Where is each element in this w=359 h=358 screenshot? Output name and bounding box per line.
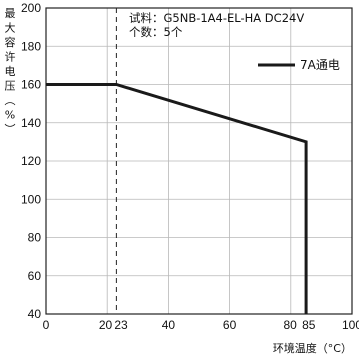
y-label-char: % <box>5 109 15 122</box>
x-tick-100: 100 <box>342 318 359 332</box>
annotation-line-2: 个数：5个 <box>129 25 183 39</box>
x-tick-40: 40 <box>162 318 176 332</box>
x-tick-60: 60 <box>223 318 237 332</box>
y-tick-40: 40 <box>28 307 42 321</box>
y-label-char: 压 <box>5 80 16 93</box>
y-label-char: ︵ <box>5 94 16 107</box>
y-tick-80: 80 <box>28 231 42 245</box>
x-tick-23: 23 <box>114 318 128 332</box>
annotation-line-1: 试料：G5NB-1A4-EL-HA DC24V <box>129 11 304 25</box>
y-tick-100: 100 <box>21 192 41 206</box>
x-tick-0: 0 <box>43 318 50 332</box>
x-axis-label: 环境温度（°C） <box>273 341 352 355</box>
legend: 7A通电 <box>258 58 340 72</box>
grid-lines <box>46 8 352 314</box>
y-tick-160: 160 <box>21 78 41 92</box>
x-tick-85: 85 <box>302 318 316 332</box>
y-label-char: 容 <box>5 35 16 49</box>
y-label-char: ︶ <box>5 123 16 136</box>
y-label-char: 电 <box>5 65 16 78</box>
y-label-char: 许 <box>5 51 16 64</box>
y-tick-120: 120 <box>21 154 41 168</box>
series-group <box>45 83 308 315</box>
y-tick-60: 60 <box>28 269 42 283</box>
y-tick-200: 200 <box>21 1 41 15</box>
y-label-char: 最 <box>5 7 16 20</box>
series-line-1 <box>46 83 308 314</box>
x-tick-80: 80 <box>283 318 297 332</box>
plot-frame <box>45 7 353 315</box>
x-tick-20: 20 <box>99 318 113 332</box>
x-tick-labels: 0 20 23 40 60 80 85 100 <box>43 318 359 332</box>
y-tick-180: 180 <box>21 39 41 53</box>
y-tick-labels: 40 60 80 100 120 140 160 180 200 <box>21 1 41 321</box>
y-tick-140: 140 <box>21 116 41 130</box>
y-label-char: 大 <box>5 21 16 35</box>
legend-label: 7A通电 <box>300 58 340 72</box>
